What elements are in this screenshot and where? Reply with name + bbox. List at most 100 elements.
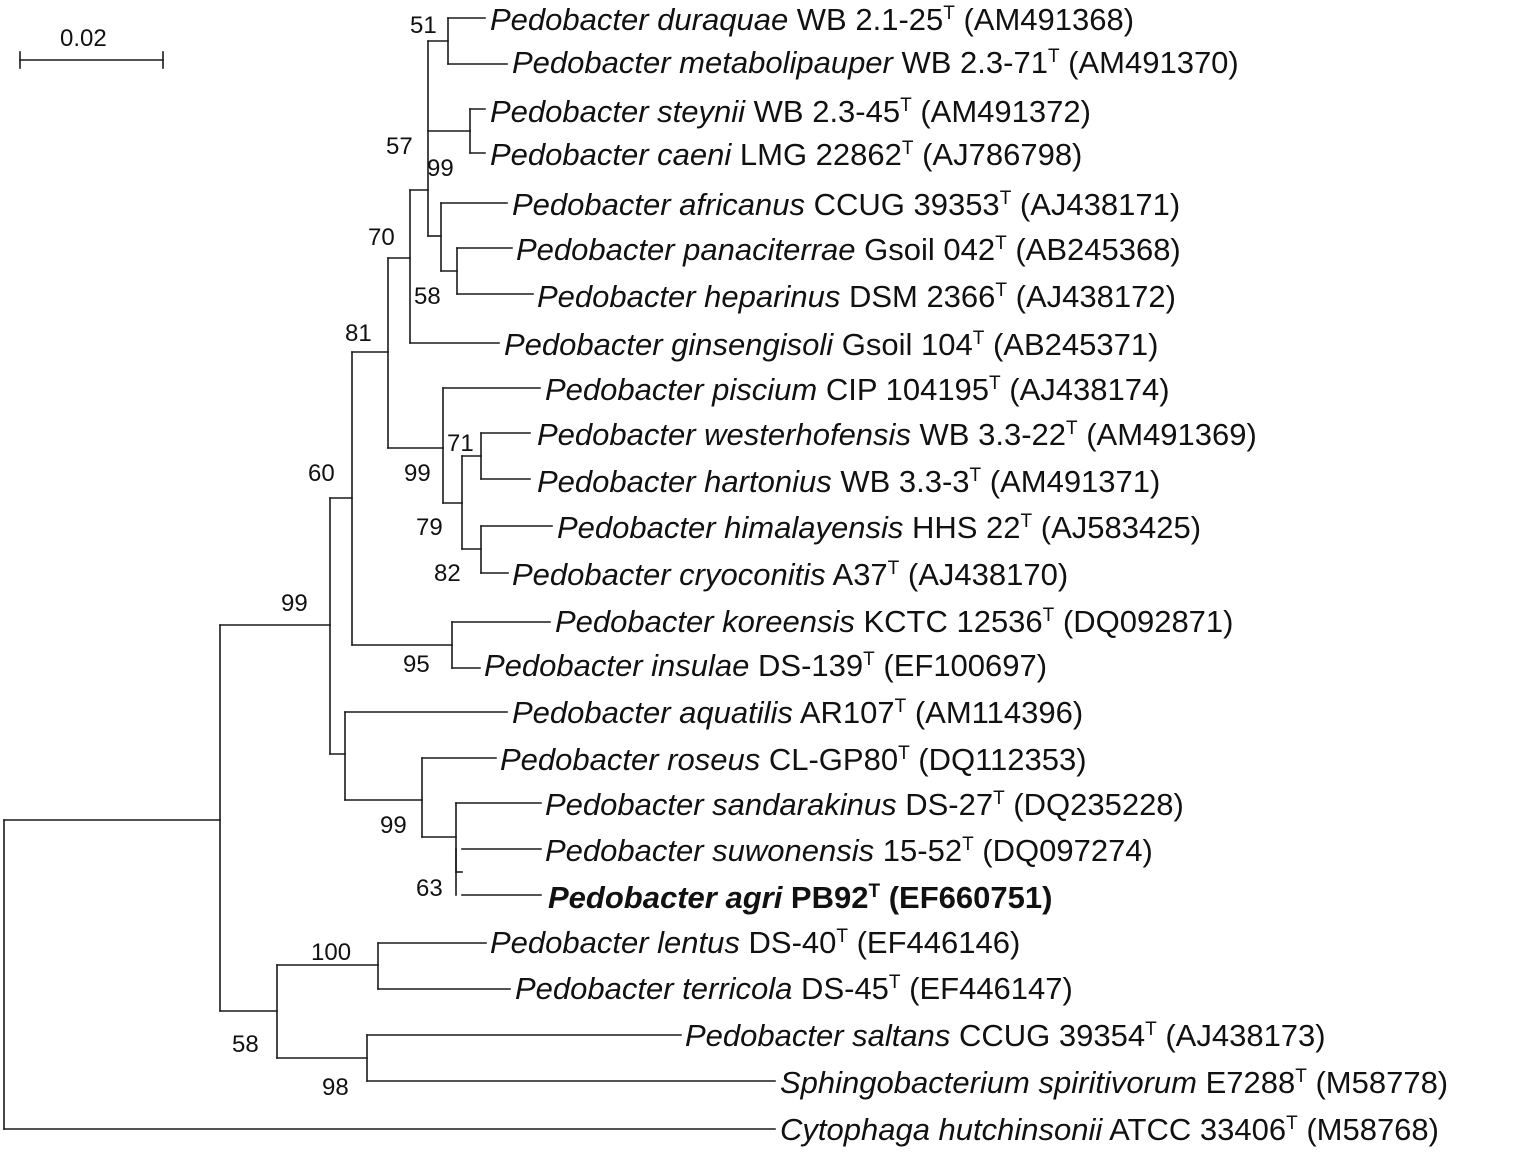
taxon-label: Pedobacter himalayensis HHS 22T (AJ58342… [557,510,1201,545]
accession-number: (AM491368) [955,2,1134,37]
type-strain-mark: T [902,138,914,159]
type-strain-mark: T [1048,46,1060,67]
species-name: Pedobacter suwonensis [545,833,874,868]
strain-name: DS-27 [897,787,993,822]
strain-name: CCUG 39353 [805,187,1000,222]
accession-number: (AM491369) [1078,417,1257,452]
taxon-label: Pedobacter insulae DS-139T (EF100697) [484,648,1047,683]
accession-number: (EF100697) [875,648,1047,683]
bootstrap-value: 57 [386,133,413,160]
taxon-label: Pedobacter agri PB92T (EF660751) [548,880,1052,915]
taxon-label: Pedobacter duraquae WB 2.1-25T (AM491368… [490,2,1134,37]
bootstrap-value: 99 [427,155,454,182]
bootstrap-value: 99 [380,812,407,839]
accession-number: (EF446147) [901,971,1073,1006]
type-strain-mark: T [943,3,955,24]
type-strain-mark: T [1145,1019,1157,1040]
strain-name: CIP 104195 [817,372,989,407]
species-name: Pedobacter terricola [515,971,792,1006]
taxon-label: Pedobacter roseus CL-GP80T (DQ112353) [500,742,1087,777]
taxon-label: Pedobacter terricola DS-45T (EF446147) [515,971,1073,1006]
bootstrap-value: 95 [403,651,430,678]
taxon-label: Pedobacter caeni LMG 22862T (AJ786798) [490,137,1082,172]
accession-number: (EF660751) [880,880,1052,915]
bootstrap-value: 71 [447,430,474,457]
type-strain-mark: T [898,743,910,764]
bootstrap-value: 51 [410,12,437,39]
species-name: Cytophaga hutchinsonii [780,1112,1103,1147]
strain-name: DS-40 [740,925,836,960]
strain-name: CCUG 39354 [950,1018,1145,1053]
accession-number: (AM491370) [1060,45,1239,80]
strain-name: WB 2.3-71 [893,45,1048,80]
tree-branches [3,17,776,1130]
taxon-label: Pedobacter suwonensis 15-52T (DQ097274) [545,833,1153,868]
bootstrap-value: 82 [434,560,461,587]
species-name: Pedobacter caeni [490,137,732,172]
strain-name: CL-GP80 [760,742,898,777]
type-strain-mark: T [1286,1113,1298,1134]
taxon-label: Pedobacter cryoconitis A37T (AJ438170) [512,557,1068,592]
strain-name: WB 2.3-45 [745,94,900,129]
strain-name: E7288 [1197,1065,1295,1100]
species-name: Pedobacter sandarakinus [545,787,897,822]
accession-number: (EF446146) [848,925,1020,960]
bootstrap-value: 58 [414,283,441,310]
type-strain-mark: T [989,373,1001,394]
accession-number: (AB245368) [1007,232,1181,267]
accession-number: (AJ438174) [1001,372,1170,407]
type-strain-mark: T [970,465,982,486]
strain-name: 15-52 [874,833,962,868]
bootstrap-value: 60 [308,460,335,487]
strain-name: DSM 2366 [840,279,995,314]
accession-number: (AM114396) [906,695,1083,730]
species-name: Pedobacter westerhofensis [537,417,911,452]
taxon-label: Pedobacter westerhofensis WB 3.3-22T (AM… [537,417,1257,452]
bootstrap-value: 81 [345,320,372,347]
scale-bar: 0.02 [19,25,164,69]
type-strain-mark: T [836,926,848,947]
type-strain-mark: T [889,972,901,993]
strain-name: DS-45 [792,971,888,1006]
species-name: Pedobacter himalayensis [557,510,903,545]
scale-bar-label: 0.02 [60,25,107,52]
taxon-label: Pedobacter hartonius WB 3.3-3T (AM491371… [537,464,1160,499]
accession-number: (AJ438173) [1157,1018,1326,1053]
species-name: Pedobacter steynii [490,94,746,129]
species-name: Pedobacter cryoconitis [512,557,826,592]
type-strain-mark: T [868,881,880,902]
accession-number: (AJ438172) [1007,279,1176,314]
accession-number: (AM491372) [912,94,1091,129]
species-name: Pedobacter piscium [545,372,817,407]
species-name: Pedobacter africanus [512,187,805,222]
type-strain-mark: T [962,834,974,855]
accession-number: (M58768) [1298,1112,1439,1147]
bootstrap-value: 79 [416,514,443,541]
taxon-label: Pedobacter sandarakinus DS-27T (DQ235228… [545,787,1184,822]
taxon-label: Pedobacter lentus DS-40T (EF446146) [490,925,1020,960]
species-name: Pedobacter agri [548,880,784,915]
strain-name: WB 2.1-25 [788,2,943,37]
accession-number: (AJ583425) [1032,510,1201,545]
accession-number: (AB245371) [984,327,1158,362]
accession-number: (M58778) [1307,1065,1448,1100]
species-name: Pedobacter duraquae [490,2,788,37]
type-strain-mark: T [1000,188,1012,209]
taxon-labels: Pedobacter duraquae WB 2.1-25T (AM491368… [484,2,1448,1147]
strain-name: HHS 22 [903,510,1020,545]
type-strain-mark: T [1021,511,1033,532]
species-name: Pedobacter heparinus [537,279,840,314]
strain-name: KCTC 12536 [855,604,1043,639]
type-strain-mark: T [1295,1066,1307,1087]
type-strain-mark: T [888,558,900,579]
taxon-label: Cytophaga hutchinsonii ATCC 33406T (M587… [780,1112,1439,1147]
species-name: Pedobacter metabolipauper [512,45,895,80]
species-name: Pedobacter lentus [490,925,740,960]
strain-name: DS-139 [749,648,863,683]
strain-name: Gsoil 042 [856,232,996,267]
taxon-label: Pedobacter piscium CIP 104195T (AJ438174… [545,372,1170,407]
strain-name: AR107 [793,695,895,730]
type-strain-mark: T [900,95,912,116]
type-strain-mark: T [1043,605,1055,626]
